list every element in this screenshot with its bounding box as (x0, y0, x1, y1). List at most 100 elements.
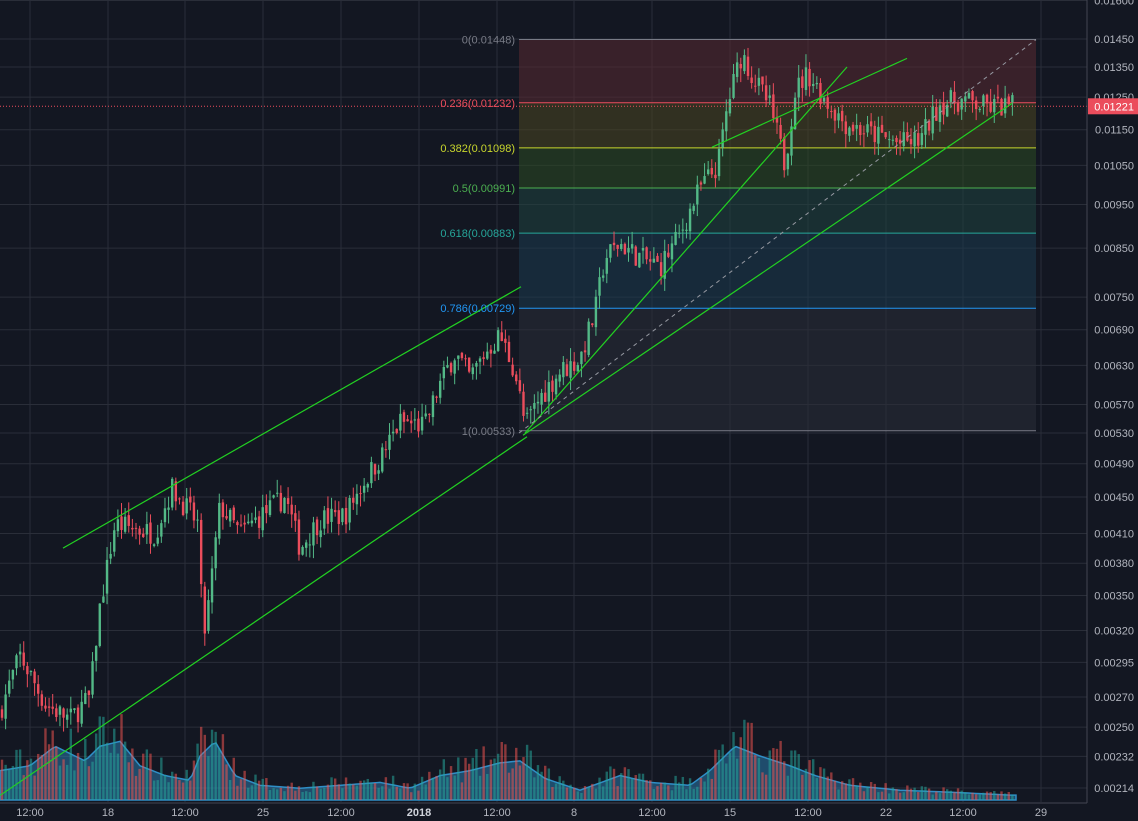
candle-body (94, 645, 98, 661)
candle-body (323, 510, 326, 529)
candle-body (134, 527, 138, 529)
time-tick-label: 18 (102, 807, 114, 819)
volume-bar (467, 763, 471, 800)
candle-body (529, 409, 532, 411)
candle-body (315, 519, 319, 536)
candle-body (927, 120, 931, 131)
volume-bar (1003, 793, 1007, 800)
candle-body (533, 403, 536, 409)
candle-body (812, 83, 815, 87)
price-tick-label: 0.00450 (1094, 492, 1134, 504)
volume-bar (685, 789, 688, 800)
volume-bar (189, 780, 192, 800)
volume-bar (536, 765, 540, 800)
candle-body (706, 169, 710, 175)
volume-bar (721, 744, 724, 800)
candle-body (453, 360, 456, 374)
candle-body (290, 504, 293, 515)
candle-body (301, 546, 304, 555)
candle-body (822, 97, 826, 102)
candle-body (663, 250, 666, 279)
candle-body (424, 413, 427, 417)
candle-body (467, 357, 471, 372)
candle-body (460, 352, 464, 359)
candle-body (131, 527, 134, 530)
candle-body (218, 502, 221, 539)
volume-bar (94, 733, 98, 800)
candle-body (884, 132, 887, 138)
candle-body (84, 693, 87, 705)
candle-body (605, 257, 608, 274)
candle-body (225, 516, 228, 519)
candle-body (746, 56, 750, 76)
candle-body (638, 252, 641, 268)
candle-body (55, 708, 58, 717)
fib-level-label: 1(0.00533) (462, 426, 515, 438)
candle-body (420, 416, 424, 431)
candle-body (793, 97, 797, 130)
candle-body (496, 330, 500, 352)
volume-bar (55, 746, 58, 800)
volume-bar (171, 771, 174, 800)
candle-body (149, 522, 152, 544)
candle-body (457, 355, 460, 359)
volume-bar (996, 794, 1000, 800)
volume-bar (395, 786, 398, 800)
volume-bar (862, 791, 866, 800)
volume-bar (822, 768, 826, 800)
volume-bar (493, 758, 496, 800)
volume-bar (91, 761, 94, 800)
price-tick-label: 0.00295 (1094, 657, 1134, 669)
candle-body (18, 651, 22, 655)
volume-bar (518, 765, 522, 800)
volume-bar (525, 744, 529, 800)
candle-body (265, 505, 268, 514)
volume-bar (927, 788, 931, 800)
candle-body (547, 382, 551, 402)
candle-body (268, 500, 272, 516)
volume-bar (218, 748, 221, 800)
volume-bar (424, 784, 427, 800)
volume-bar (906, 785, 909, 800)
candle-body (257, 516, 261, 528)
candle-body (783, 137, 786, 171)
candle-body (73, 708, 76, 711)
volume-bar (261, 778, 264, 800)
volume-bar (746, 722, 750, 800)
volume-bar (185, 769, 188, 800)
volume-bar (993, 791, 996, 800)
volume-bar (580, 792, 583, 800)
candle-body (572, 361, 576, 371)
volume-bar (214, 731, 217, 800)
volume-bar (362, 780, 366, 800)
volume-bar (123, 741, 127, 800)
volume-bar (138, 768, 141, 800)
candle-body (152, 544, 156, 546)
candle-body (449, 363, 453, 373)
candle-body (667, 252, 670, 257)
candle-body (297, 519, 301, 555)
candle-body (583, 350, 587, 353)
candle-body (500, 332, 503, 342)
volume-bar (801, 774, 804, 800)
candle-body (862, 133, 866, 135)
candle-body (341, 508, 344, 523)
candle-body (438, 380, 442, 398)
volume-bar (917, 792, 920, 800)
volume-bar (471, 757, 474, 800)
price-tick-label: 0.00850 (1094, 243, 1134, 255)
candle-body (431, 395, 435, 418)
volume-bar (26, 760, 29, 800)
time-tick-label: 12:00 (171, 807, 199, 819)
candle-body (109, 553, 112, 559)
time-tick-label: 12:00 (16, 807, 44, 819)
volume-bar (540, 771, 543, 800)
volume-bar (76, 752, 80, 800)
volume-bar (953, 792, 956, 800)
candle-body (634, 246, 637, 266)
volume-bar (377, 787, 380, 800)
candle-body (764, 85, 768, 101)
fib-level-label: 0.382(0.01098) (440, 143, 515, 155)
